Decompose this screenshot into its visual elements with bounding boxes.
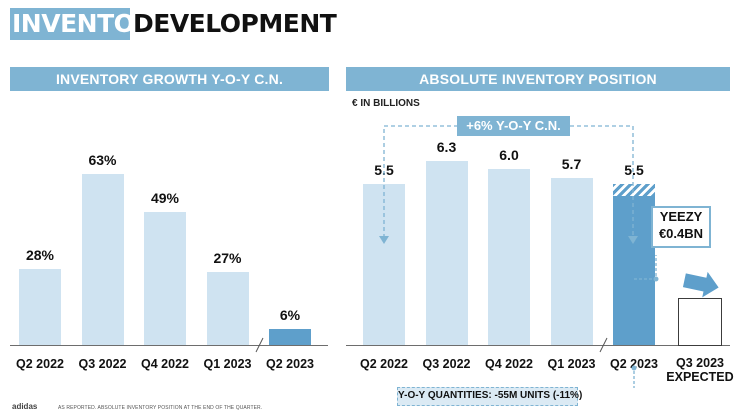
bar-q2-2022 <box>19 269 61 345</box>
value-label: 63% <box>88 152 117 168</box>
left-axis-break <box>255 337 264 353</box>
growth-annotation: +6% Y-O-Y C.N. <box>457 116 570 136</box>
unit-label: € IN BILLIONS <box>352 98 420 109</box>
bar-q4-2022 <box>488 169 530 345</box>
category-label: Q1 2023 <box>203 357 252 371</box>
bar-q3-2022 <box>425 160 468 345</box>
q3-2023-expected-bar <box>678 298 722 346</box>
right-chart-title: ABSOLUTE INVENTORY POSITION <box>346 67 730 91</box>
value-label: 6.0 <box>499 147 519 164</box>
bar-q2-2023 <box>613 183 655 345</box>
connector-right-line <box>570 125 634 238</box>
left-chart-title: INVENTORY GROWTH Y-O-Y C.N. <box>10 67 329 91</box>
bar-q1-2023 <box>550 178 593 345</box>
value-label: 27% <box>213 249 242 266</box>
value-label: 5.7 <box>561 156 582 173</box>
value-label: 6% <box>279 306 301 323</box>
category-label: Q1 2023 <box>547 357 596 371</box>
q3-2023-expected-label: Q3 2023 EXPECTED <box>666 356 734 384</box>
category-label: Q3 2022 <box>78 357 127 371</box>
value-label: 49% <box>150 190 180 206</box>
bar-q2-2023 <box>269 328 311 345</box>
connector-left-arrow <box>379 236 389 244</box>
bar-q4-2022 <box>144 212 186 345</box>
right-baseline <box>346 345 730 346</box>
yeezy-line1: YEEZY <box>659 209 703 224</box>
quantities-dot <box>631 365 637 371</box>
brand-logo: adidas <box>12 402 38 411</box>
footer-note: AS REPORTED. ABSOLUTE INVENTORY POSITION… <box>58 405 263 411</box>
title-rest: DEVELOPMENT <box>133 9 337 38</box>
yeezy-annotation: YEEZY €0.4BN <box>651 206 711 248</box>
category-label: Q2 2023 <box>266 357 314 371</box>
connector-left-line <box>383 125 457 238</box>
category-label: Q4 2022 <box>485 357 533 371</box>
category-label: Q2 2023 <box>610 357 658 371</box>
left-baseline <box>10 345 328 346</box>
yeezy-line2: €0.4BN <box>658 226 704 241</box>
category-label: Q2 2022 <box>360 357 408 371</box>
bar-q3-2022 <box>81 174 124 345</box>
category-label: Q4 2022 <box>141 357 189 371</box>
quantities-annotation: Y-O-Y QUANTITIES: -55M UNITS (-11%) <box>397 387 582 406</box>
value-label: 6.3 <box>436 138 457 155</box>
category-label: Q2 2022 <box>16 357 64 371</box>
category-label: Q3 2022 <box>422 357 471 371</box>
bar-q2-2022 <box>363 183 405 345</box>
expected-arrow-icon <box>682 271 719 298</box>
yeezy-connector <box>634 255 657 280</box>
connector-right-arrow <box>628 236 638 244</box>
right-axis-break <box>599 337 608 353</box>
value-label: 28% <box>25 247 55 263</box>
value-label: 5.5 <box>374 161 394 178</box>
yeezy-dot <box>653 276 659 282</box>
bar-q1-2023 <box>206 271 249 345</box>
bar-yeezy-portion <box>613 183 655 196</box>
value-label: 5.5 <box>624 161 644 178</box>
